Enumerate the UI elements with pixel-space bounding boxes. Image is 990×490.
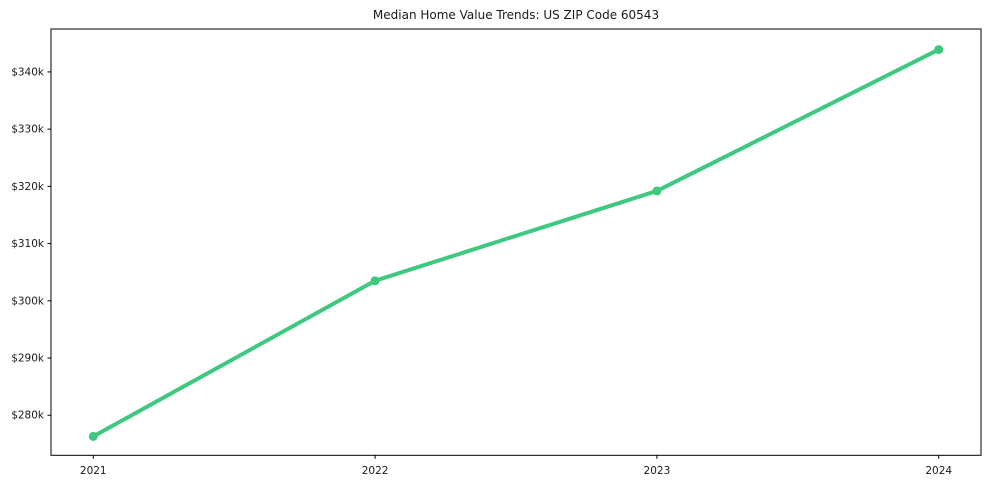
data-point-2023 xyxy=(652,186,662,196)
chart-title: Median Home Value Trends: US ZIP Code 60… xyxy=(372,8,660,22)
data-point-2024 xyxy=(934,45,944,55)
y-tick-label: $320k xyxy=(11,181,45,193)
y-tick-label: $280k xyxy=(11,410,45,422)
x-tick-label: 2021 xyxy=(80,465,107,477)
y-tick-label: $300k xyxy=(11,295,45,307)
x-tick-label: 2022 xyxy=(362,465,389,477)
y-tick-label: $290k xyxy=(11,353,45,365)
trend-line xyxy=(91,47,941,439)
y-tick-label: $310k xyxy=(11,238,45,250)
y-tick-label: $340k xyxy=(11,66,45,78)
data-point-2022 xyxy=(370,276,380,286)
y-tick-label: $330k xyxy=(11,124,45,136)
x-tick-label: 2023 xyxy=(644,465,671,477)
x-tick-label: 2024 xyxy=(925,465,952,477)
plot-frame xyxy=(50,28,982,456)
data-point-2021 xyxy=(88,431,98,441)
